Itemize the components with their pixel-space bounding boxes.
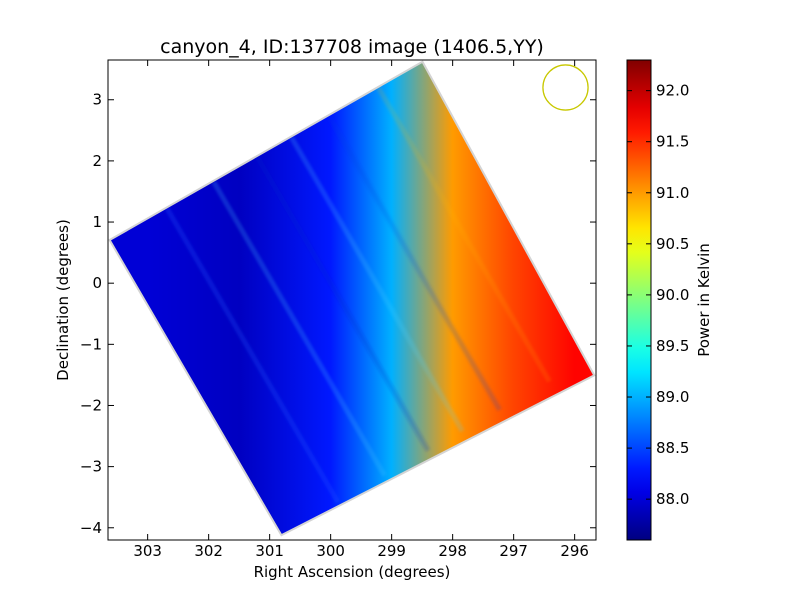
x-tick-label: 303 xyxy=(133,542,162,560)
colorbar-tick-label: 92.0 xyxy=(656,82,689,100)
colorbar-tick-label: 89.5 xyxy=(656,337,689,355)
y-tick-label: 1 xyxy=(92,213,102,231)
image-streak xyxy=(376,86,552,383)
colorbar-tick-label: 90.0 xyxy=(656,286,689,304)
colorbar-tick-label: 88.5 xyxy=(656,439,689,457)
y-tick-label: −1 xyxy=(80,335,102,353)
image-streak xyxy=(255,155,431,452)
y-tick-label: −4 xyxy=(80,519,102,537)
image-streak xyxy=(211,180,387,477)
chart-title: canyon_4, ID:137708 image (1406.5,YY) xyxy=(160,36,544,58)
x-tick-label: 301 xyxy=(255,542,284,560)
colorbar-tick-label: 91.0 xyxy=(656,184,689,202)
y-tick-label: 2 xyxy=(92,152,102,170)
x-axis: 303 302 301 300 299 298 297 296 xyxy=(133,60,589,560)
image-streak xyxy=(326,114,502,412)
y-axis-label: Declination (degrees) xyxy=(54,219,72,381)
x-tick-label: 302 xyxy=(194,542,223,560)
y-tick-label: −3 xyxy=(80,458,102,476)
x-tick-label: 299 xyxy=(377,542,406,560)
y-tick-label: 3 xyxy=(92,91,102,109)
colorbar-tick-label: 91.5 xyxy=(656,133,689,151)
x-tick-label: 298 xyxy=(438,542,467,560)
x-tick-label: 300 xyxy=(316,542,345,560)
y-axis: 3 2 1 0 −1 −2 −3 −4 xyxy=(80,91,596,537)
colorbar-axis: 88.0 88.5 89.0 89.5 90.0 90.5 91.0 91.5 92.0 xyxy=(627,82,689,508)
x-tick-label: 297 xyxy=(499,542,528,560)
image-streak xyxy=(164,207,341,504)
y-tick-label: 0 xyxy=(92,274,102,292)
colorbar-label: Power in Kelvin xyxy=(695,243,713,357)
image-streak xyxy=(289,136,465,433)
y-tick-label: −2 xyxy=(80,396,102,414)
colorbar-tick-label: 90.5 xyxy=(656,235,689,253)
plot-frame xyxy=(107,59,597,541)
x-axis-label: Right Ascension (degrees) xyxy=(254,563,451,581)
colorbar-tick-label: 88.0 xyxy=(656,490,689,508)
colorbar xyxy=(626,59,652,541)
image-stripes xyxy=(164,86,552,504)
x-tick-label: 296 xyxy=(560,542,589,560)
colorbar-tick-label: 89.0 xyxy=(656,388,689,406)
beam-marker xyxy=(542,64,589,111)
